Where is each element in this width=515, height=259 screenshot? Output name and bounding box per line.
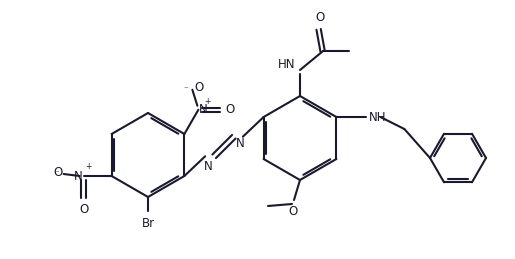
Text: O: O xyxy=(226,103,235,116)
Text: Br: Br xyxy=(142,217,154,230)
Text: O: O xyxy=(79,203,88,216)
Text: HN: HN xyxy=(278,58,295,71)
Text: N: N xyxy=(74,169,82,183)
Text: +: + xyxy=(85,162,92,171)
Text: O: O xyxy=(54,166,63,178)
Text: O: O xyxy=(288,205,298,218)
Text: N: N xyxy=(235,137,244,150)
Text: ⁻: ⁻ xyxy=(55,169,60,178)
Text: O: O xyxy=(194,81,203,94)
Text: +: + xyxy=(204,97,211,106)
Text: N: N xyxy=(199,103,208,116)
Text: ⁻: ⁻ xyxy=(184,85,188,94)
Text: O: O xyxy=(315,11,324,24)
Text: NH: NH xyxy=(369,111,387,124)
Text: N: N xyxy=(204,160,213,173)
